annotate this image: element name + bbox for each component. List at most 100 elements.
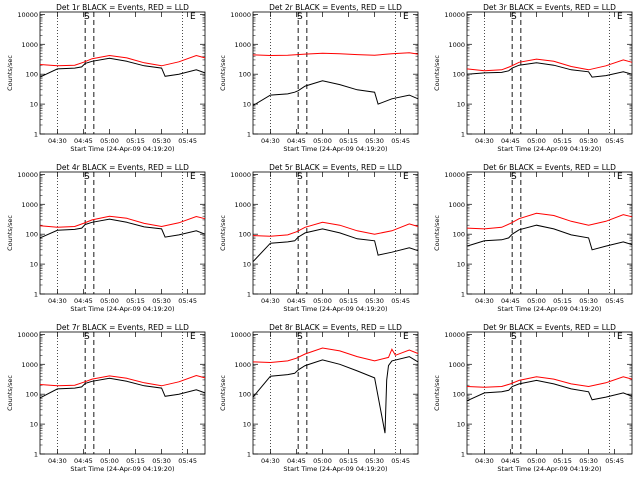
plot-frame xyxy=(252,331,419,455)
x-tick-label: 04:45 xyxy=(74,137,93,145)
y-tick-label: 1000 xyxy=(234,201,251,209)
detector-panel: 1 10 100 1000 10000 04:30 04:45 05:00 05:15 05:30… xyxy=(6,163,206,313)
x-tick-label: 04:30 xyxy=(48,457,67,465)
panel-title: Det 4r BLACK = Events, RED = LLD xyxy=(56,163,189,172)
y-tick-label: 10000 xyxy=(444,171,465,179)
marker-label: S xyxy=(511,12,517,22)
marker-label: S xyxy=(297,332,303,342)
x-tick-label: 04:30 xyxy=(475,137,494,145)
y-tick-label: 10000 xyxy=(444,11,465,19)
x-tick-label: 05:30 xyxy=(579,137,598,145)
x-tick-label: 04:30 xyxy=(261,297,280,305)
plot-frame xyxy=(39,11,206,135)
plot-frame xyxy=(252,11,419,135)
y-tick-label: 10000 xyxy=(444,331,465,339)
panel-title: Det 8r BLACK = Events, RED = LLD xyxy=(269,323,402,332)
detector-panel: 1 10 100 1000 10000 04:30 04:45 05:00 05:15 05:30… xyxy=(433,163,633,313)
x-tick-label: 05:00 xyxy=(100,137,119,145)
series-line xyxy=(39,57,206,78)
y-tick-label: 1 xyxy=(34,291,38,299)
marker-label: S xyxy=(297,12,303,22)
marker-label: E xyxy=(617,332,623,342)
plot-frame xyxy=(466,11,633,135)
y-tick-label: 1000 xyxy=(448,201,465,209)
marker-label: S xyxy=(511,332,517,342)
x-tick-label: 05:30 xyxy=(152,137,171,145)
marker-label: E xyxy=(190,332,196,342)
x-tick-label: 05:45 xyxy=(391,137,410,145)
x-tick-label: 05:15 xyxy=(126,457,145,465)
x-tick-label: 04:30 xyxy=(475,457,494,465)
marker-label: S xyxy=(511,172,517,182)
y-tick-label: 1 xyxy=(34,451,38,459)
y-tick-label: 10000 xyxy=(230,171,251,179)
y-tick-label: 100 xyxy=(453,391,465,399)
x-tick-label: 05:00 xyxy=(100,457,119,465)
marker-label: E xyxy=(617,172,623,182)
x-tick-label: 05:30 xyxy=(152,297,171,305)
x-tick-label: 04:30 xyxy=(475,297,494,305)
x-tick-label: 05:45 xyxy=(605,297,624,305)
y-tick-label: 10000 xyxy=(230,331,251,339)
y-tick-label: 1000 xyxy=(448,361,465,369)
series-line xyxy=(252,356,419,434)
y-tick-label: 10 xyxy=(457,261,465,269)
y-tick-label: 1 xyxy=(247,451,251,459)
y-axis-label: Counts/sec xyxy=(433,215,441,251)
marker-label: E xyxy=(190,172,196,182)
x-tick-label: 05:30 xyxy=(579,297,598,305)
y-tick-label: 100 xyxy=(26,71,38,79)
y-tick-label: 1000 xyxy=(448,41,465,49)
x-axis-label: Start Time (24-Apr-09 04:19:20) xyxy=(283,465,387,473)
x-tick-label: 05:45 xyxy=(605,137,624,145)
x-tick-label: 05:00 xyxy=(527,457,546,465)
series-line xyxy=(39,215,206,228)
x-axis-label: Start Time (24-Apr-09 04:19:20) xyxy=(497,305,601,313)
detector-panel: 1 10 100 1000 10000 04:30 04:45 05:00 05:15 05:30… xyxy=(219,3,419,153)
detector-panel: 1 10 100 1000 10000 04:30 04:45 05:00 05:15 05:30… xyxy=(433,3,633,153)
x-tick-label: 05:00 xyxy=(527,137,546,145)
plot-frame xyxy=(466,331,633,455)
panel-title: Det 7r BLACK = Events, RED = LLD xyxy=(56,323,189,332)
y-tick-label: 10000 xyxy=(17,11,38,19)
panel-title: Det 6r BLACK = Events, RED = LLD xyxy=(483,163,616,172)
y-tick-label: 10 xyxy=(30,421,38,429)
y-axis-label: Counts/sec xyxy=(6,55,14,91)
detector-panel: 1 10 100 1000 10000 04:30 04:45 05:00 05:15 05:30… xyxy=(6,3,206,153)
x-tick-label: 04:45 xyxy=(287,137,306,145)
series-line xyxy=(252,347,419,364)
x-tick-label: 05:45 xyxy=(605,457,624,465)
x-axis-label: Start Time (24-Apr-09 04:19:20) xyxy=(70,465,174,473)
y-tick-label: 10 xyxy=(243,421,251,429)
x-tick-label: 05:15 xyxy=(339,457,358,465)
x-tick-label: 05:30 xyxy=(152,457,171,465)
marker-label: S xyxy=(84,172,90,182)
y-tick-label: 10 xyxy=(243,101,251,109)
x-axis-label: Start Time (24-Apr-09 04:19:20) xyxy=(497,145,601,153)
x-tick-label: 04:30 xyxy=(48,137,67,145)
x-tick-label: 05:30 xyxy=(365,457,384,465)
x-axis-label: Start Time (24-Apr-09 04:19:20) xyxy=(70,305,174,313)
x-tick-label: 05:45 xyxy=(178,297,197,305)
y-axis-label: Counts/sec xyxy=(6,215,14,251)
plot-frame xyxy=(466,171,633,295)
y-tick-label: 100 xyxy=(239,391,251,399)
y-tick-label: 10000 xyxy=(17,171,38,179)
x-tick-label: 05:15 xyxy=(126,137,145,145)
series-line xyxy=(39,374,206,387)
plot-frame xyxy=(39,171,206,295)
y-tick-label: 1 xyxy=(461,291,465,299)
series-line xyxy=(39,218,206,239)
x-tick-label: 04:45 xyxy=(501,297,520,305)
y-tick-label: 100 xyxy=(239,231,251,239)
y-tick-label: 100 xyxy=(453,231,465,239)
x-tick-label: 05:00 xyxy=(313,137,332,145)
panel-title: Det 9r BLACK = Events, RED = LLD xyxy=(483,323,616,332)
y-tick-label: 10 xyxy=(30,101,38,109)
y-axis-label: Counts/sec xyxy=(433,55,441,91)
marker-label: S xyxy=(84,332,90,342)
panel-title: Det 3r BLACK = Events, RED = LLD xyxy=(483,3,616,12)
x-tick-label: 04:45 xyxy=(74,457,93,465)
y-tick-label: 100 xyxy=(453,71,465,79)
y-tick-label: 1000 xyxy=(234,361,251,369)
